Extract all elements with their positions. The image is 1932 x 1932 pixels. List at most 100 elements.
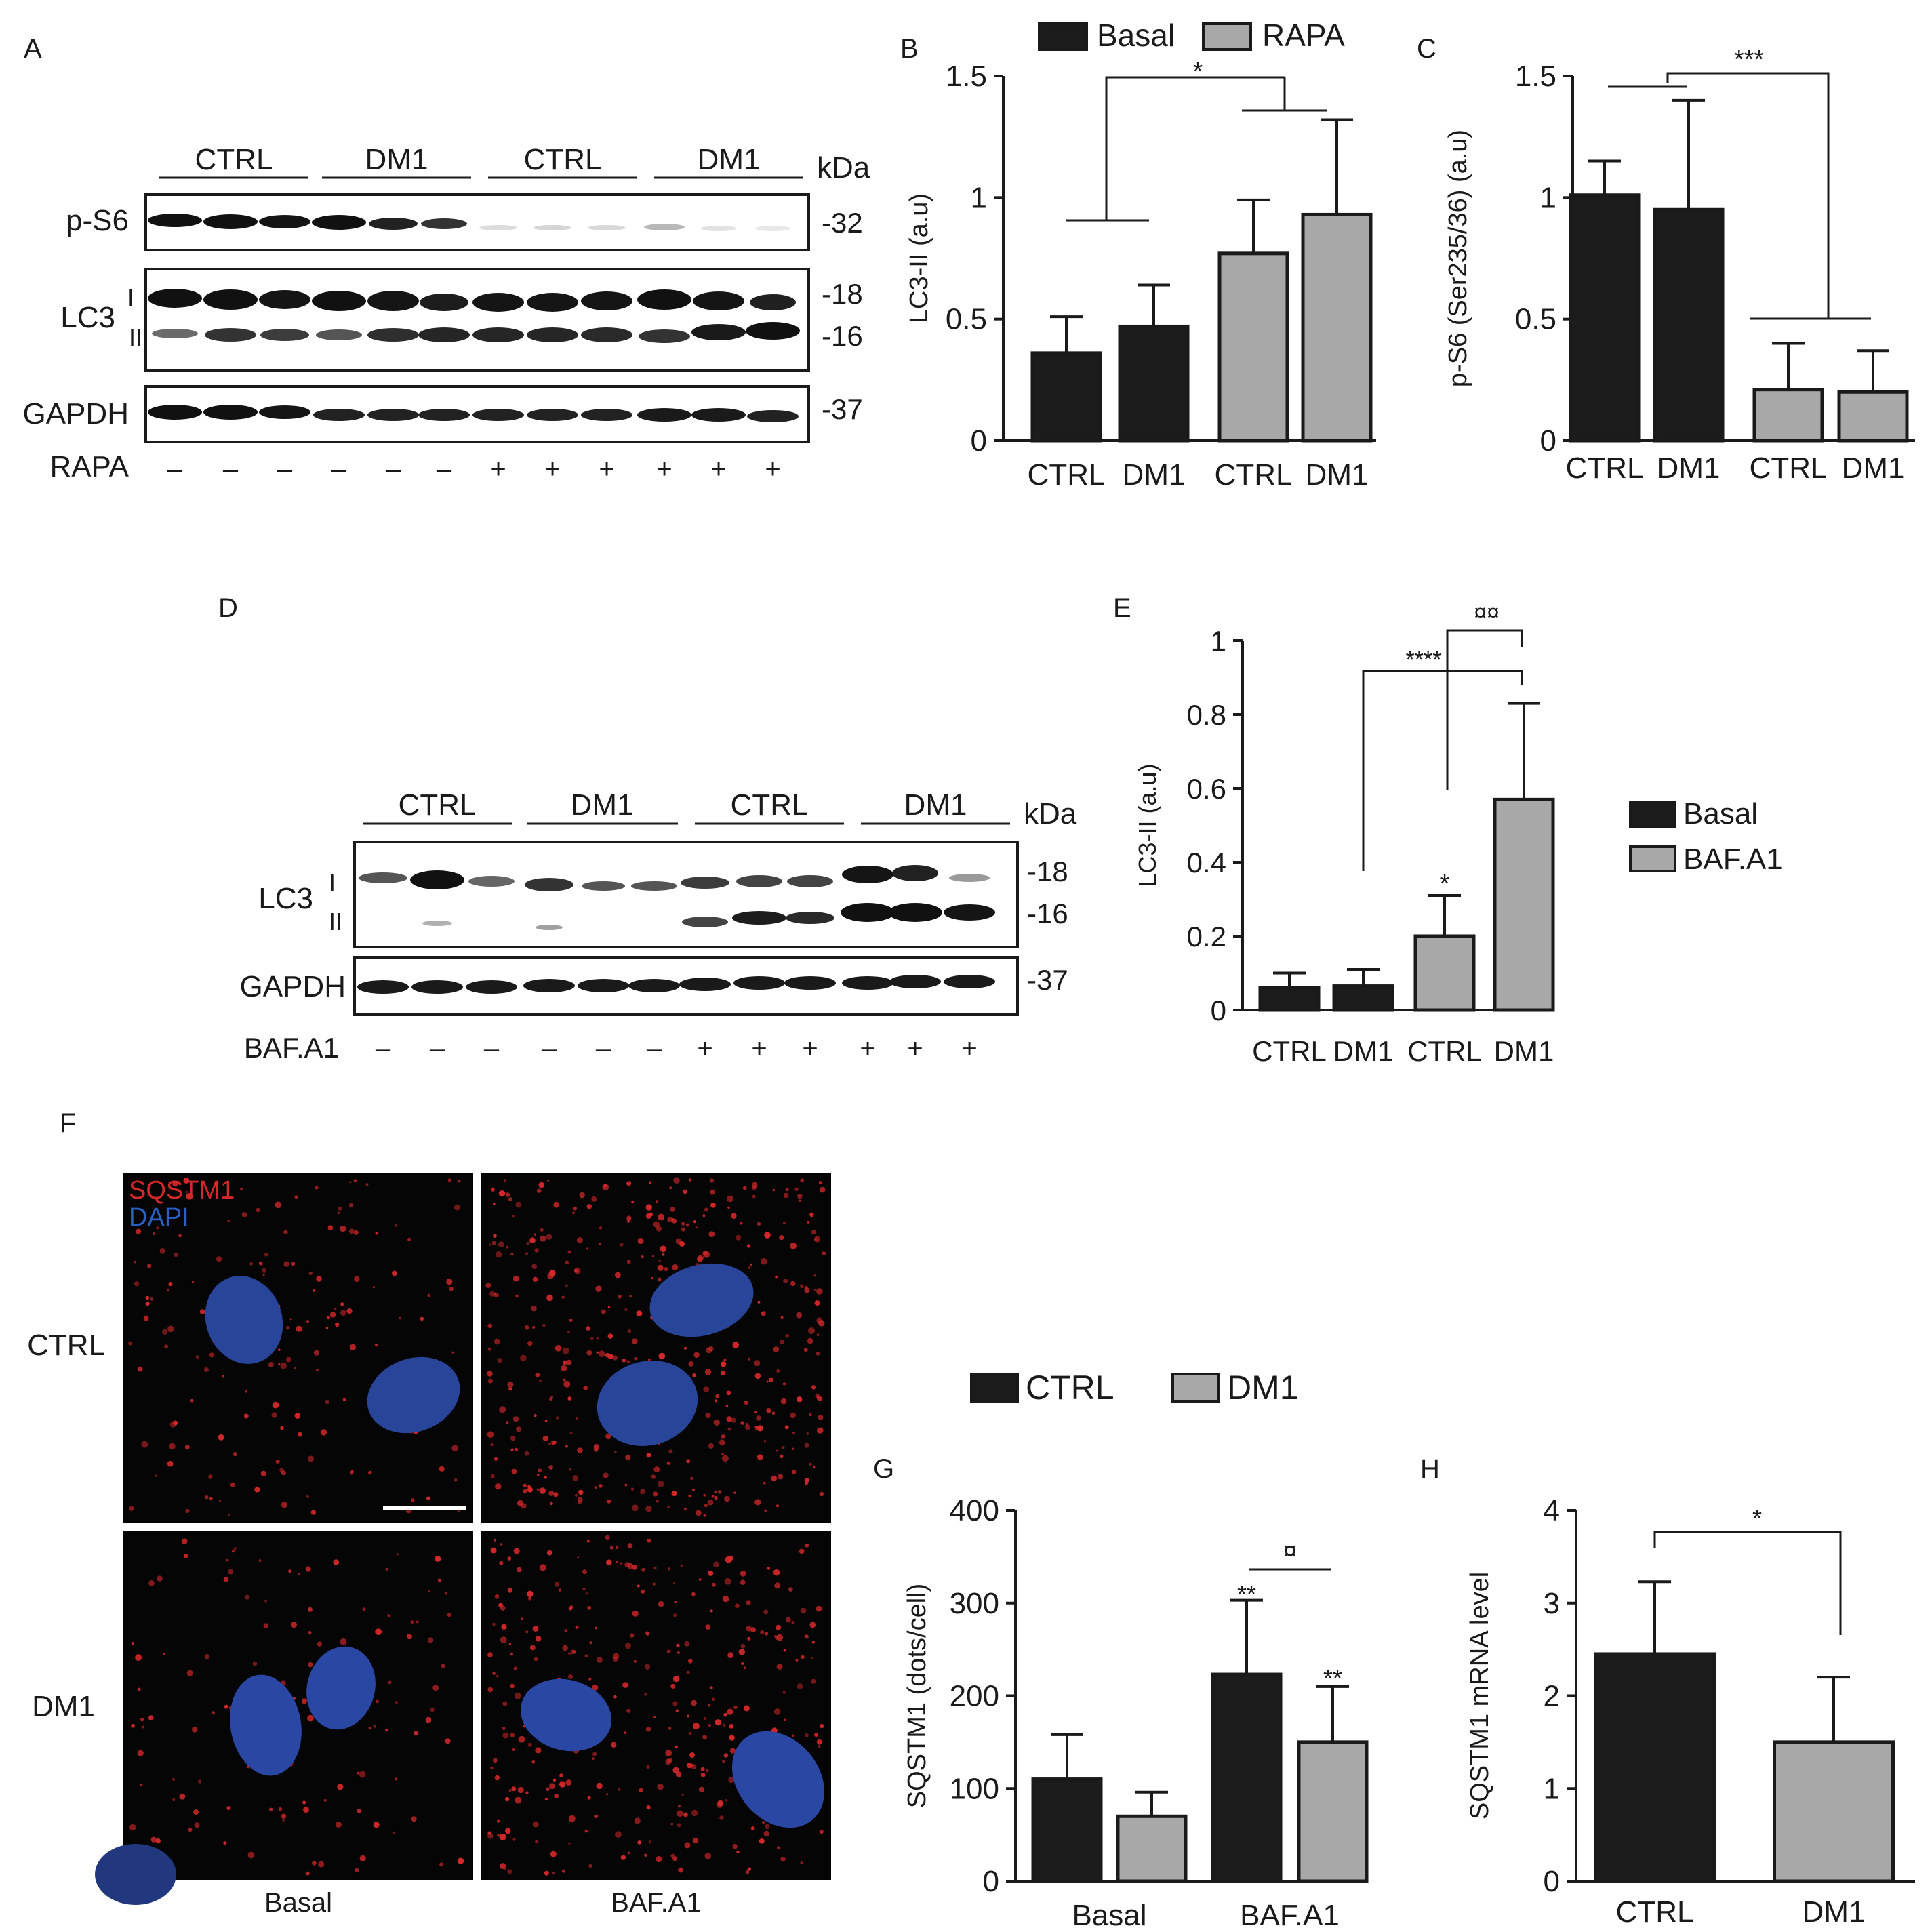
- punctum: [601, 1309, 606, 1314]
- punctum: [521, 1503, 527, 1509]
- y-axis-label: LC3-II (a.u): [905, 193, 933, 323]
- punctum: [652, 1582, 656, 1586]
- band: [466, 980, 517, 994]
- punctum: [373, 1822, 380, 1828]
- band: [582, 881, 625, 891]
- punctum: [313, 1289, 316, 1292]
- band: [148, 214, 202, 227]
- punctum: [704, 1853, 712, 1859]
- punctum: [719, 1439, 725, 1446]
- punctum: [620, 1562, 623, 1565]
- band: [841, 903, 895, 922]
- punctum: [561, 1295, 565, 1299]
- punctum: [410, 1498, 415, 1503]
- punctum: [786, 1617, 791, 1623]
- punctum: [656, 1855, 662, 1863]
- band: [536, 925, 563, 930]
- punctum: [335, 1822, 342, 1828]
- micrograph-dm1-basal: [123, 1531, 473, 1880]
- punctum: [425, 1716, 432, 1723]
- punctum: [179, 1793, 186, 1800]
- panel-a: A CTRL DM1 CTRL DM1 kDa p-S6 -32: [23, 34, 870, 484]
- punctum: [755, 1426, 760, 1430]
- significance-label: **: [1323, 1664, 1342, 1692]
- punctum: [726, 1416, 732, 1422]
- punctum: [505, 1192, 510, 1197]
- punctum: [754, 1360, 761, 1367]
- band: [418, 409, 470, 421]
- punctum: [763, 1609, 769, 1615]
- punctum: [281, 1502, 287, 1508]
- significance-bracket: [1608, 72, 1871, 320]
- punctum: [487, 1652, 493, 1657]
- punctum: [537, 1488, 540, 1491]
- punctum: [168, 1282, 173, 1287]
- punctum: [776, 1664, 783, 1670]
- punctum: [573, 1267, 581, 1274]
- punctum: [779, 1235, 784, 1241]
- punctum: [357, 1808, 361, 1813]
- y-tick-label: 4: [1544, 1494, 1560, 1527]
- punctum: [715, 1394, 720, 1398]
- blot-bands-lc3-d: [359, 865, 995, 930]
- punctum: [577, 1497, 583, 1503]
- bar: [1301, 212, 1373, 443]
- punctum: [264, 1252, 268, 1257]
- row-label: DM1: [32, 1690, 95, 1723]
- nucleus: [367, 1356, 460, 1434]
- punctum: [570, 1649, 576, 1655]
- punctum: [315, 1186, 319, 1190]
- punctum: [692, 1373, 696, 1377]
- band: [527, 327, 578, 342]
- punctum: [512, 1748, 515, 1751]
- punctum: [805, 1543, 809, 1548]
- punctum: [223, 1841, 226, 1845]
- punctum: [772, 1188, 775, 1192]
- punctum: [451, 1445, 458, 1451]
- punctum: [713, 1419, 720, 1426]
- punctum: [667, 1505, 670, 1508]
- punctum: [627, 1563, 633, 1569]
- band: [755, 226, 790, 231]
- punctum: [673, 1177, 680, 1184]
- treatment-sign: –: [223, 454, 239, 484]
- punctum: [150, 1297, 154, 1301]
- punctum: [546, 1787, 550, 1791]
- punctum: [508, 1197, 512, 1201]
- band: [359, 872, 407, 883]
- punctum: [432, 1685, 439, 1691]
- band: [588, 225, 626, 230]
- punctum: [129, 1506, 134, 1511]
- punctum: [340, 1225, 346, 1232]
- punctum: [818, 1181, 822, 1184]
- punctum: [783, 1222, 786, 1224]
- punctum: [609, 1546, 613, 1550]
- punctum: [792, 1431, 795, 1434]
- punctum: [536, 1473, 540, 1476]
- punctum: [814, 1300, 820, 1306]
- punctum: [188, 1827, 193, 1832]
- punctum: [147, 1264, 152, 1268]
- punctum: [822, 1251, 826, 1255]
- punctum: [708, 1443, 715, 1449]
- punctum: [306, 1320, 309, 1323]
- punctum: [129, 1824, 136, 1831]
- punctum: [365, 1183, 369, 1186]
- punctum: [620, 1855, 626, 1860]
- punctum: [641, 1255, 644, 1259]
- punctum: [359, 1771, 366, 1778]
- punctum: [596, 1337, 599, 1340]
- punctum: [762, 1821, 765, 1824]
- punctum: [305, 1871, 310, 1876]
- punctum: [288, 1569, 292, 1573]
- legend-label: Basal: [1097, 18, 1175, 53]
- punctum: [680, 1565, 683, 1567]
- punctum: [764, 1509, 767, 1512]
- punctum: [353, 1230, 359, 1235]
- punctum: [395, 1701, 398, 1704]
- x-tick-label: DM1: [1842, 451, 1905, 485]
- band: [468, 876, 515, 887]
- punctum: [727, 1427, 731, 1431]
- punctum: [819, 1491, 824, 1497]
- x-tick-label: DM1: [1494, 1035, 1554, 1067]
